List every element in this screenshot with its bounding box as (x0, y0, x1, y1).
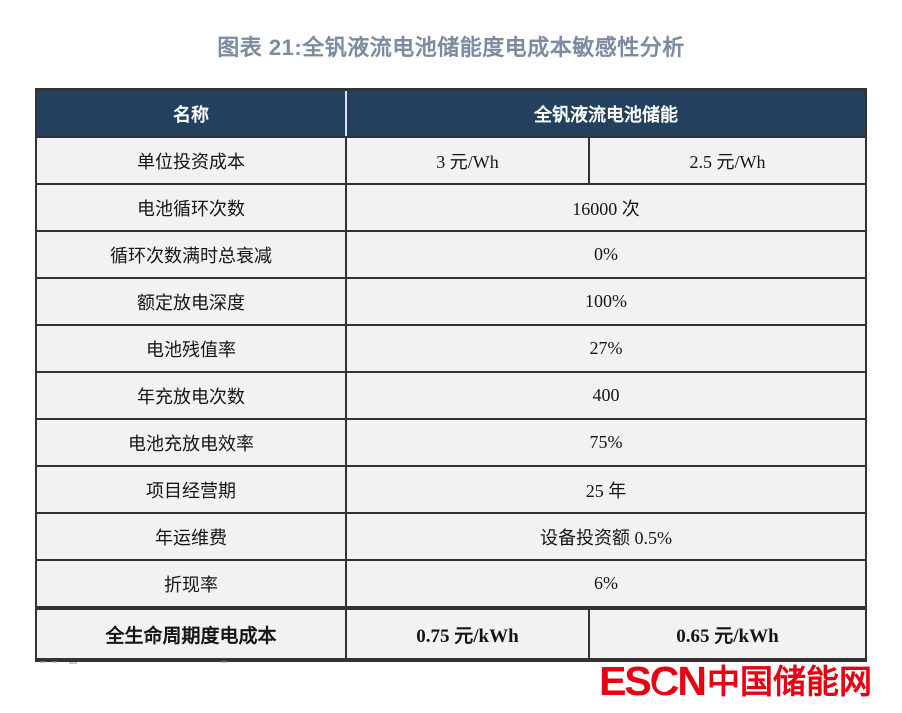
row-name-cell: 年运维费 (37, 514, 347, 559)
row-name-cell: 单位投资成本 (37, 138, 347, 183)
footer-artifact (52, 661, 57, 663)
row-name-cell: 电池循环次数 (37, 185, 347, 230)
escn-emblem-icon: 仓 (655, 675, 672, 692)
table-row-8: 项目经营期 25 年 (37, 467, 865, 514)
row-value-cell: 0% (594, 244, 618, 264)
row-name-cell: 折现率 (37, 561, 347, 606)
table-row-4: 额定放电深度 100% (37, 279, 865, 326)
row-value-cell: 6% (594, 573, 618, 593)
table-row-11: 全生命周期度电成本 0.75 元/kWh 0.65 元/kWh (37, 608, 865, 658)
footer-artifact (69, 662, 77, 664)
row-name-cell: 年充放电次数 (37, 373, 347, 418)
row-value-cell: 100% (585, 291, 627, 311)
table-row-3: 循环次数满时总衰减 0% (37, 232, 865, 279)
escn-logo-en: ESC 仓 N (599, 658, 707, 704)
table-row-10: 折现率 6% (37, 561, 865, 608)
table-row-7: 电池充放电效率 75% (37, 420, 865, 467)
table-row-2: 电池循环次数 16000 次 (37, 185, 865, 232)
table-row-9: 年运维费 设备投资额 0.5% (37, 514, 865, 561)
row-value-cell: 75% (589, 432, 623, 452)
row-value-cell: 400 (592, 385, 620, 405)
header-cell-value: 全钒液流电池储能 (534, 104, 678, 125)
header-cell-name: 名称 (37, 91, 347, 136)
escn-logo: ESC 仓 N 中国储能网 (599, 661, 872, 702)
row-value-cell: 27% (589, 338, 623, 358)
escn-letter-n: N (677, 658, 707, 704)
figure-title: 图表 21:全钒液流电池储能度电成本敏感性分析 (217, 35, 685, 60)
sensitivity-table: 名称 全钒液流电池储能 单位投资成本 3 元/Wh 2.5 元/Wh 电池循环次数 16… (35, 88, 867, 662)
escn-letters-es: ES (599, 658, 652, 704)
row-name-cell: 电池充放电效率 (37, 420, 347, 465)
row-value-cell-2: 0.65 元/kWh (676, 625, 779, 647)
table-row-5: 电池残值率 27% (37, 326, 865, 373)
table-row-1: 单位投资成本 3 元/Wh 2.5 元/Wh (37, 138, 865, 185)
row-value-cell-2: 2.5 元/Wh (689, 151, 766, 172)
row-value-cell-1: 3 元/Wh (347, 138, 590, 183)
row-value-cell-1: 0.75 元/kWh (347, 610, 590, 658)
escn-logo-cn: 中国储能网 (707, 663, 872, 700)
row-name-cell: 循环次数满时总衰减 (37, 232, 347, 277)
row-name-cell: 额定放电深度 (37, 279, 347, 324)
footer-artifact (40, 661, 46, 663)
row-value-cell: 16000 次 (572, 198, 640, 219)
row-name-cell: 全生命周期度电成本 (37, 610, 347, 658)
row-name-cell: 电池残值率 (37, 326, 347, 371)
footer-artifact (221, 661, 227, 663)
table-row-6: 年充放电次数 400 (37, 373, 865, 420)
table-body: 单位投资成本 3 元/Wh 2.5 元/Wh 电池循环次数 16000 次循环次数满时总… (37, 138, 865, 658)
table-header-row: 名称 全钒液流电池储能 (37, 91, 865, 138)
row-value-cell: 设备投资额 0.5% (540, 527, 672, 548)
row-value-cell: 25 年 (585, 480, 627, 501)
row-name-cell: 项目经营期 (37, 467, 347, 512)
